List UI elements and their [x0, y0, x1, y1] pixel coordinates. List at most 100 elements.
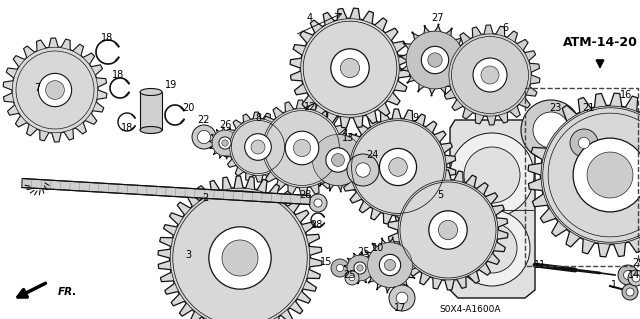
Circle shape — [314, 199, 322, 207]
Text: 19: 19 — [165, 80, 177, 90]
Circle shape — [38, 73, 72, 107]
Text: 3: 3 — [185, 250, 191, 260]
Text: 26: 26 — [219, 120, 231, 130]
Text: 20: 20 — [182, 103, 194, 113]
Circle shape — [380, 254, 401, 276]
Text: 14: 14 — [628, 270, 640, 280]
Circle shape — [573, 138, 640, 212]
Circle shape — [389, 285, 415, 311]
Text: 10: 10 — [372, 243, 384, 253]
Text: S0X4-A1600A: S0X4-A1600A — [439, 306, 500, 315]
Text: 13: 13 — [342, 133, 354, 143]
Polygon shape — [450, 120, 535, 298]
Circle shape — [570, 129, 598, 157]
Text: 18: 18 — [121, 123, 133, 133]
Circle shape — [541, 106, 640, 244]
Circle shape — [622, 284, 638, 300]
Polygon shape — [223, 112, 293, 182]
Text: 25: 25 — [344, 270, 356, 280]
Circle shape — [251, 140, 265, 154]
Circle shape — [587, 152, 633, 198]
Circle shape — [464, 147, 520, 203]
Polygon shape — [528, 93, 640, 257]
Text: 21: 21 — [582, 103, 594, 113]
Text: 7: 7 — [34, 83, 40, 93]
Circle shape — [473, 58, 507, 92]
Bar — [525, 88, 638, 266]
Text: 5: 5 — [437, 190, 443, 200]
Circle shape — [396, 292, 408, 304]
Circle shape — [347, 255, 372, 281]
Text: ATM-14-20: ATM-14-20 — [563, 35, 637, 48]
Circle shape — [467, 223, 517, 273]
Circle shape — [421, 46, 449, 74]
Circle shape — [285, 131, 319, 165]
Circle shape — [367, 243, 412, 287]
Text: 18: 18 — [101, 33, 113, 43]
Circle shape — [244, 134, 271, 160]
Circle shape — [628, 270, 640, 286]
Text: 24: 24 — [366, 150, 378, 160]
Text: 25: 25 — [358, 247, 371, 257]
Polygon shape — [3, 38, 107, 142]
Text: 16: 16 — [620, 90, 632, 100]
Circle shape — [450, 133, 534, 217]
Text: 1: 1 — [611, 280, 617, 290]
Circle shape — [45, 81, 65, 99]
Circle shape — [380, 148, 417, 186]
Circle shape — [212, 130, 238, 156]
Circle shape — [579, 137, 589, 149]
Circle shape — [521, 100, 581, 160]
Circle shape — [222, 140, 228, 146]
Circle shape — [170, 188, 310, 319]
Text: 28: 28 — [310, 220, 322, 230]
Circle shape — [222, 240, 258, 276]
Polygon shape — [306, 128, 370, 192]
Text: 29: 29 — [632, 258, 640, 268]
Text: 9: 9 — [412, 113, 418, 123]
Circle shape — [398, 180, 498, 280]
Circle shape — [428, 53, 442, 67]
Text: 6: 6 — [502, 23, 508, 33]
Circle shape — [345, 271, 359, 285]
Polygon shape — [344, 252, 376, 284]
Circle shape — [356, 163, 370, 177]
Text: 18: 18 — [112, 70, 124, 80]
Text: 17: 17 — [394, 303, 406, 313]
Circle shape — [332, 154, 344, 167]
Circle shape — [312, 134, 364, 186]
Text: 28: 28 — [299, 190, 311, 200]
Circle shape — [262, 108, 342, 188]
Text: 27: 27 — [432, 13, 444, 23]
Polygon shape — [340, 109, 456, 225]
Circle shape — [618, 265, 638, 285]
Circle shape — [347, 154, 379, 186]
Circle shape — [209, 227, 271, 289]
Polygon shape — [22, 179, 310, 204]
Circle shape — [388, 158, 407, 176]
Circle shape — [337, 264, 344, 271]
Polygon shape — [388, 170, 508, 290]
Circle shape — [357, 265, 364, 271]
Circle shape — [341, 148, 385, 192]
Ellipse shape — [140, 88, 162, 95]
Polygon shape — [399, 24, 471, 96]
Circle shape — [12, 47, 98, 133]
Circle shape — [331, 49, 369, 87]
Text: 12: 12 — [304, 102, 316, 112]
Ellipse shape — [140, 127, 162, 133]
Circle shape — [230, 119, 287, 175]
Text: FR.: FR. — [58, 287, 77, 297]
Circle shape — [301, 19, 399, 117]
Circle shape — [293, 139, 310, 157]
Circle shape — [454, 210, 530, 286]
Text: 8: 8 — [255, 113, 261, 123]
Circle shape — [626, 288, 634, 296]
Circle shape — [309, 194, 327, 212]
Circle shape — [632, 274, 640, 282]
Circle shape — [192, 125, 216, 149]
Circle shape — [219, 137, 231, 149]
Circle shape — [340, 58, 360, 78]
Bar — [140, 92, 162, 130]
Circle shape — [570, 130, 598, 157]
